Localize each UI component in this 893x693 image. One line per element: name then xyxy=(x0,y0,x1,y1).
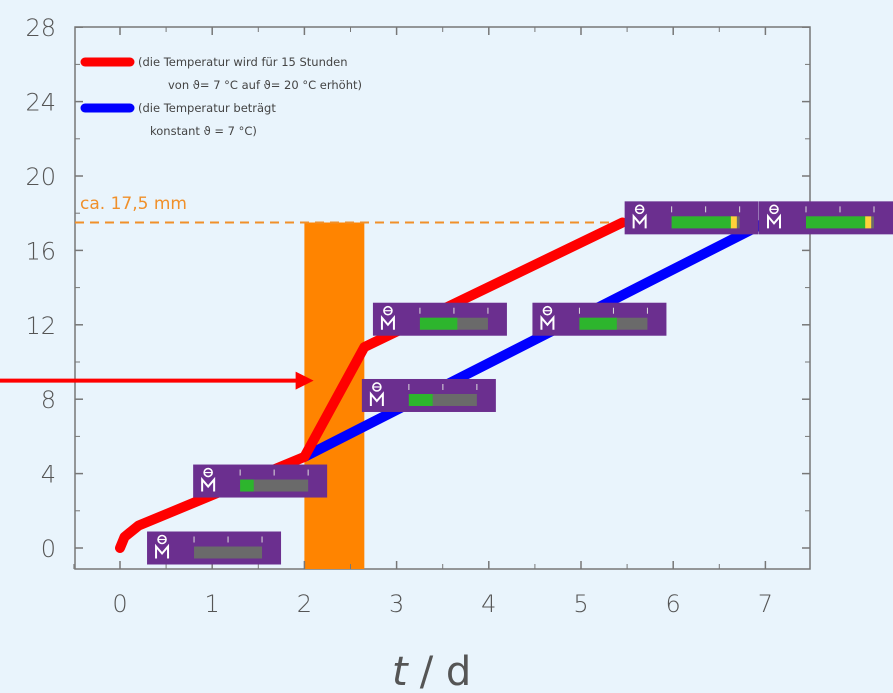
gauge-track xyxy=(240,479,309,492)
gauge-tip xyxy=(865,216,872,229)
gauge-widget xyxy=(759,201,893,235)
gauge-fill xyxy=(240,479,254,492)
meter-icon-m xyxy=(380,315,395,330)
gauge-widget xyxy=(147,531,282,565)
gauge-widget xyxy=(624,201,759,235)
gauge-fill xyxy=(806,216,868,229)
x-tick-label: 1 xyxy=(205,590,220,618)
x-axis-unit: / d xyxy=(420,649,472,689)
x-tick-label: 5 xyxy=(573,590,588,618)
gauge-fill xyxy=(419,317,458,330)
y-tick-label: 12 xyxy=(25,312,56,340)
y-tick-label: 20 xyxy=(25,163,56,191)
legend-text-red-line2: von ϑ= 7 °C auf ϑ= 20 °C erhöht) xyxy=(168,78,362,92)
y-tick-label: 24 xyxy=(25,89,56,117)
y-tick-label: 0 xyxy=(41,535,56,563)
gauge-fill xyxy=(579,317,617,330)
y-tick-label: 28 xyxy=(25,14,56,42)
gauge-widget xyxy=(193,464,328,498)
y-tick-label: 8 xyxy=(41,386,56,414)
x-tick-label: 3 xyxy=(389,590,404,618)
gauge-widget xyxy=(372,302,507,336)
x-tick-label: 7 xyxy=(758,590,773,618)
meter-icon-m xyxy=(540,315,555,330)
gauge-widget xyxy=(361,378,496,412)
y-tick-label: 16 xyxy=(25,237,56,265)
meter-icon-m xyxy=(201,476,216,492)
pointer-arrow-head xyxy=(295,371,314,390)
gauge-widget xyxy=(532,302,667,336)
series-line-blue xyxy=(299,217,771,462)
meter-icon-m xyxy=(767,213,781,229)
meter-icon-m xyxy=(632,213,647,229)
gauge-fill xyxy=(408,393,433,406)
y-tick-label: 4 xyxy=(41,461,56,489)
reference-label: ca. 17,5 mm xyxy=(80,194,187,214)
gauge-fill xyxy=(671,216,733,229)
meter-icon-m xyxy=(369,391,384,406)
gauge-tip xyxy=(730,216,737,229)
legend-text-blue-line1: (die Temperatur beträgt xyxy=(138,101,276,115)
x-tick-label: 6 xyxy=(666,590,681,618)
gauge-track xyxy=(194,546,263,559)
meter-icon-m xyxy=(155,543,170,559)
legend-text-red-line1: (die Temperatur wird für 15 Stunden xyxy=(138,55,348,69)
x-tick-label: 4 xyxy=(481,590,496,618)
x-tick-label: 2 xyxy=(297,590,312,618)
x-axis-variable: t xyxy=(392,649,409,689)
x-tick-label: 0 xyxy=(112,590,127,618)
legend-text-blue-line2: konstant ϑ = 7 °C) xyxy=(150,124,257,138)
x-axis-label: t / d xyxy=(392,649,471,689)
